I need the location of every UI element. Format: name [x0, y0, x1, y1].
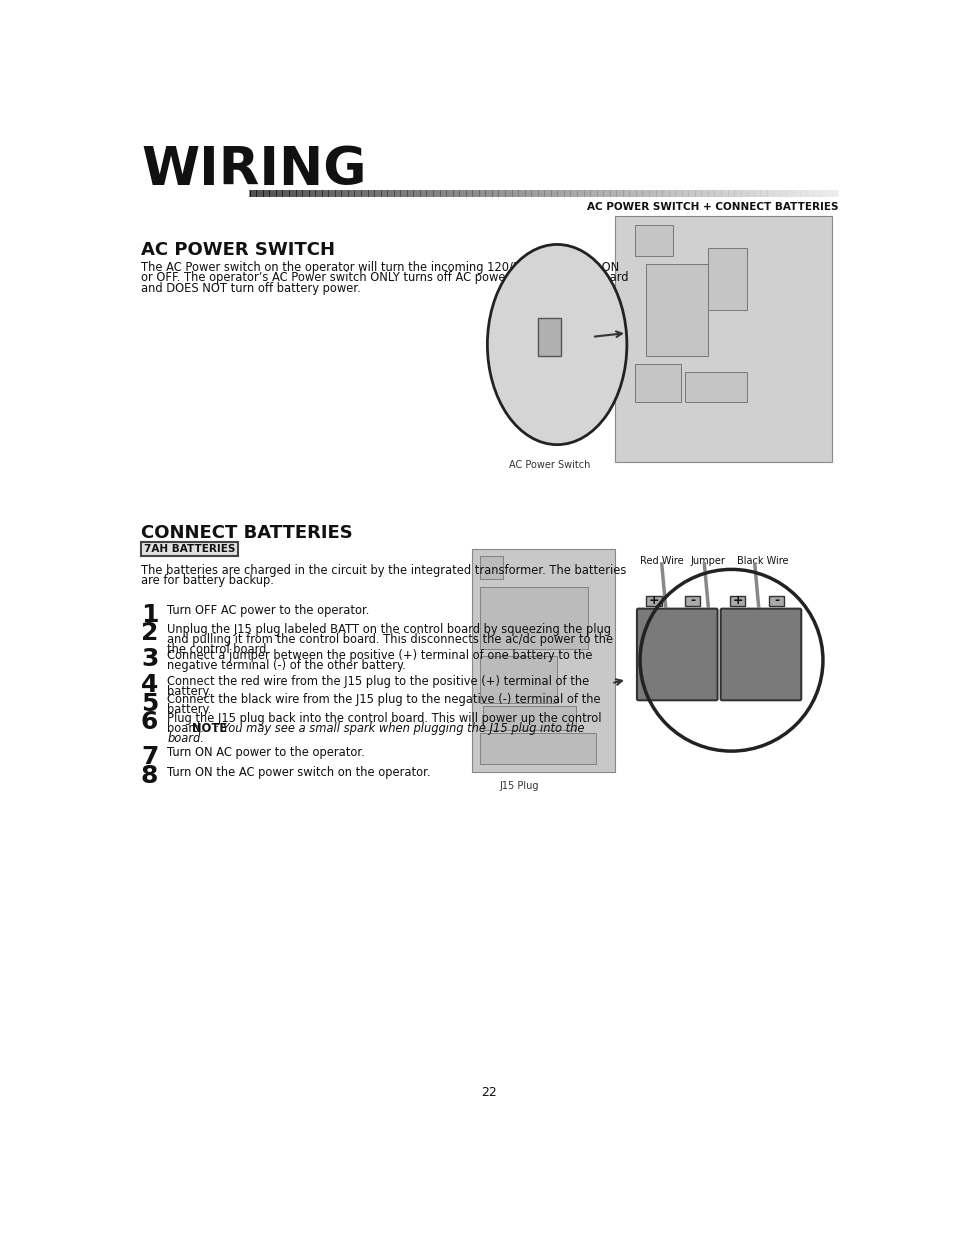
Bar: [537, 317, 560, 356]
Bar: [479, 734, 596, 764]
Text: The batteries are charged in the circuit by the integrated transformer. The batt: The batteries are charged in the circuit…: [141, 564, 626, 577]
Bar: [707, 248, 746, 310]
Text: AC POWER SWITCH + CONNECT BATTERIES: AC POWER SWITCH + CONNECT BATTERIES: [586, 203, 838, 212]
Text: J15 Plug: J15 Plug: [498, 782, 537, 792]
Bar: [472, 548, 615, 772]
Text: 5: 5: [141, 692, 158, 716]
Text: 1: 1: [141, 603, 158, 626]
Text: battery.: battery.: [167, 685, 212, 698]
Bar: [729, 595, 744, 606]
Text: 7AH BATTERIES: 7AH BATTERIES: [144, 545, 234, 555]
Bar: [684, 595, 700, 606]
Text: board.: board.: [167, 732, 204, 745]
FancyBboxPatch shape: [637, 609, 717, 700]
Text: 22: 22: [480, 1086, 497, 1099]
Text: Plug the J15 plug back into the control board. This will power up the control: Plug the J15 plug back into the control …: [167, 711, 601, 725]
Text: Black Wire: Black Wire: [736, 556, 787, 567]
Text: Turn OFF AC power to the operator.: Turn OFF AC power to the operator.: [167, 604, 369, 618]
Text: 2: 2: [141, 621, 158, 645]
Text: -: -: [773, 594, 779, 608]
Text: are for battery backup.: are for battery backup.: [141, 574, 274, 587]
Text: Unplug the J15 plug labeled BATT on the control board by squeezing the plug: Unplug the J15 plug labeled BATT on the …: [167, 622, 611, 636]
Text: Red Wire: Red Wire: [639, 556, 683, 567]
Text: negative terminal (-) of the other battery.: negative terminal (-) of the other batte…: [167, 658, 406, 672]
Text: Turn ON AC power to the operator.: Turn ON AC power to the operator.: [167, 746, 365, 760]
Text: WIRING: WIRING: [141, 144, 366, 196]
Text: -: -: [689, 594, 695, 608]
Text: or OFF. The operator’s AC Power switch ONLY turns off AC power to the control bo: or OFF. The operator’s AC Power switch O…: [141, 272, 628, 284]
Text: board.: board.: [167, 721, 208, 735]
Text: Connect the black wire from the J15 plug to the negative (-) terminal of the: Connect the black wire from the J15 plug…: [167, 693, 600, 706]
Text: and pulling it from the control board. This disconnects the ac/dc power to the: and pulling it from the control board. T…: [167, 632, 613, 646]
Text: AC POWER SWITCH: AC POWER SWITCH: [141, 241, 335, 258]
Text: : You may see a small spark when plugging the J15 plug into the: : You may see a small spark when pluggin…: [215, 721, 584, 735]
Text: battery.: battery.: [167, 704, 212, 716]
FancyBboxPatch shape: [720, 609, 801, 700]
Text: The AC Power switch on the operator will turn the incoming 120/240 Vac power ON: The AC Power switch on the operator will…: [141, 261, 618, 274]
Bar: [634, 225, 673, 256]
Bar: [615, 216, 831, 462]
Text: 3: 3: [141, 647, 158, 671]
Ellipse shape: [487, 245, 626, 445]
Bar: [684, 372, 746, 403]
Bar: [479, 556, 502, 579]
Bar: [479, 656, 557, 703]
Bar: [645, 264, 707, 356]
Text: Connect the red wire from the J15 plug to the positive (+) terminal of the: Connect the red wire from the J15 plug t…: [167, 674, 589, 688]
Text: 6: 6: [141, 710, 158, 735]
Bar: [483, 706, 576, 730]
Text: AC Power Switch: AC Power Switch: [509, 461, 590, 471]
Text: NOTE: NOTE: [192, 721, 227, 735]
Text: Jumper: Jumper: [690, 556, 725, 567]
Text: CONNECT BATTERIES: CONNECT BATTERIES: [141, 524, 353, 542]
Text: 4: 4: [141, 673, 158, 698]
Bar: [634, 364, 680, 403]
Bar: [479, 587, 587, 648]
Text: 8: 8: [141, 764, 158, 788]
Text: the control board.: the control board.: [167, 642, 270, 656]
Text: Connect a jumper between the positive (+) terminal of one battery to the: Connect a jumper between the positive (+…: [167, 648, 592, 662]
Bar: [141, 542, 237, 556]
Text: Turn ON the AC power switch on the operator.: Turn ON the AC power switch on the opera…: [167, 766, 431, 779]
Text: +: +: [648, 594, 659, 608]
Text: +: +: [732, 594, 742, 608]
Bar: [645, 595, 661, 606]
Text: 7: 7: [141, 745, 158, 769]
Bar: [768, 595, 783, 606]
Text: and DOES NOT turn off battery power.: and DOES NOT turn off battery power.: [141, 282, 360, 295]
